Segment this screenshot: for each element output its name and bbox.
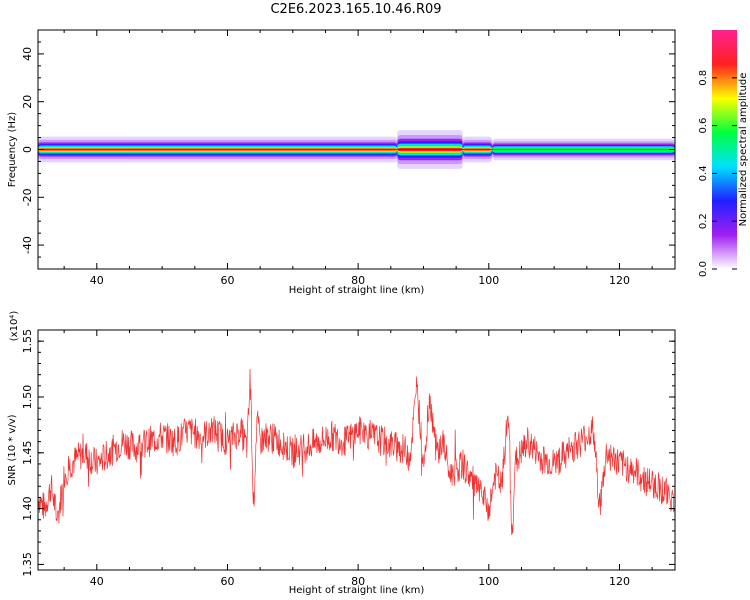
colorbar-tick-label: 0.0 (698, 261, 709, 277)
bottom-xtick-label: 100 (478, 575, 499, 588)
bottom-ytick-label: 1.50 (21, 385, 34, 410)
spectrogram-plot: 40 60 80 100 120 -40 -20 0 20 40 Height of straigh… (7, 29, 676, 296)
colorbar: 0.0 0.2 0.4 0.6 0.8 Normalized spectral ampli… (698, 30, 749, 277)
bottom-xtick-label: 120 (609, 575, 630, 588)
bottom-ylabel-multiplier: (x10⁴) (9, 311, 20, 342)
bottom-xlabel: Height of straight line (km) (289, 585, 425, 596)
bottom-xtick-label: 80 (351, 575, 365, 588)
top-xlabel: Height of straight line (km) (289, 285, 425, 296)
bottom-xtick-label: 40 (90, 575, 104, 588)
bottom-xtick-label: 60 (220, 575, 234, 588)
bottom-ytick-label: 1.55 (21, 329, 34, 354)
top-xtick-label: 40 (90, 274, 104, 287)
top-ytick-label: 40 (21, 47, 34, 61)
bottom-ytick-label: 1.35 (21, 552, 34, 577)
colorbar-tick-label: 0.6 (698, 118, 709, 134)
bottom-plot-frame (37, 329, 676, 571)
top-ylabel: Frequency (Hz) (7, 112, 18, 188)
snr-plot: 40 60 80 100 120 1.35 1.40 1.45 1.50 1.55 Height o… (7, 311, 676, 596)
top-xtick-label: 60 (220, 274, 234, 287)
top-xtick-label: 120 (609, 274, 630, 287)
top-ytick-label: -20 (21, 188, 34, 206)
colorbar-tick-label: 0.2 (698, 213, 709, 229)
top-ytick-label: 20 (21, 95, 34, 109)
bottom-ytick-label: 1.40 (21, 496, 34, 520)
colorbar-gradient (712, 30, 737, 269)
snr-series-line (38, 369, 675, 536)
colorbar-tick-label: 0.8 (698, 70, 709, 86)
chart-title: C2E6.2023.165.10.46.R09 (270, 2, 442, 17)
top-ytick-label: -40 (21, 236, 34, 254)
top-xtick-label: 100 (478, 274, 499, 287)
bottom-ylabel: SNR (10 * v/v) (7, 414, 18, 485)
colorbar-label: Normalized spectral amplitude (738, 73, 749, 227)
bottom-ytick-label: 1.45 (21, 441, 34, 466)
top-ytick-label: 0 (21, 146, 34, 153)
top-xtick-label: 80 (351, 274, 365, 287)
colorbar-tick-label: 0.4 (698, 165, 709, 181)
